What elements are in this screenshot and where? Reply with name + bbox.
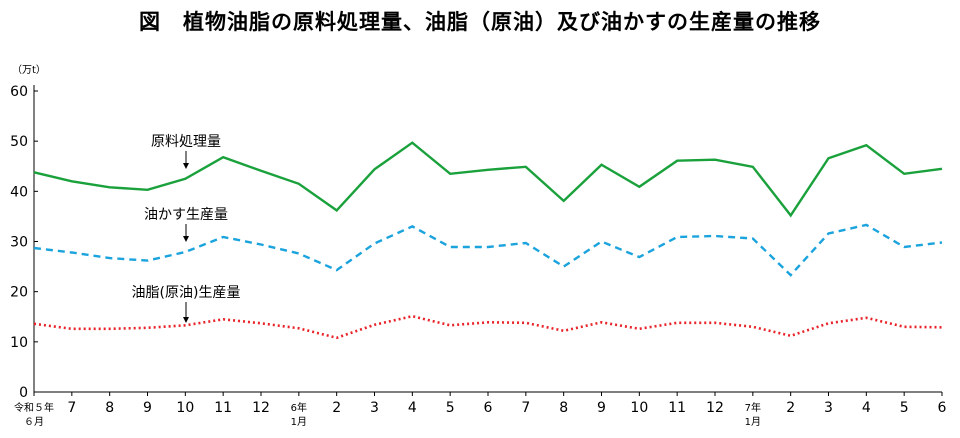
y-tick-label: 60 [10, 84, 28, 100]
y-tick-label: 20 [10, 285, 28, 301]
x-tick-label: 6 [484, 400, 493, 416]
y-tick-label: 50 [10, 134, 28, 150]
y-tick-label: 30 [10, 235, 28, 251]
x-tick-label: 11 [214, 400, 232, 416]
x-tick-label: 10 [176, 400, 194, 416]
series-line-0 [33, 141, 943, 218]
x-tick-label: 6年 [291, 401, 307, 414]
x-tick-label: 12 [706, 400, 724, 416]
x-tick-label: 9 [597, 400, 606, 416]
x-tick-label: 11 [668, 400, 686, 416]
x-tick-label: 2 [332, 400, 341, 416]
x-tick-label-sub: ６月 [24, 416, 44, 428]
x-tick-label: 7年 [745, 401, 761, 414]
x-tick-label: 3 [824, 400, 833, 416]
y-tick-label: 0 [19, 385, 28, 401]
series-line-2 [33, 314, 943, 340]
x-tick-label: 2 [786, 400, 795, 416]
series-label-arrowhead-0 [183, 163, 189, 169]
axes: 0 10 20 30 40 50 60 （万t） 令和５年 ６月 7 8 9 10 11 12 6年 1月 2 3 4 5… [10, 64, 946, 428]
x-tick-label: 7 [521, 400, 530, 416]
y-tick-label: 40 [10, 184, 28, 200]
series-label-arrowhead-1 [183, 236, 189, 242]
x-tick-label: 9 [143, 400, 152, 416]
x-tick-label: 5 [446, 400, 455, 416]
x-tick-label: 5 [900, 400, 909, 416]
series-label-arrowhead-2 [183, 317, 189, 323]
y-tick-label: 10 [10, 335, 28, 351]
x-tick-label: 8 [105, 400, 114, 416]
x-tick-label: 4 [862, 400, 871, 416]
x-tick-label: 7 [67, 400, 76, 416]
x-tick-label: 12 [252, 400, 270, 416]
series-label-2: 油脂(原油)生産量 [132, 285, 241, 301]
x-tick-label: 8 [559, 400, 568, 416]
series-label-0: 原料処理量 [151, 134, 221, 150]
series-line-1 [33, 223, 943, 277]
x-tick-label-sub: 1月 [291, 416, 307, 428]
x-tick-label: 3 [370, 400, 379, 416]
y-axis-unit-label: （万t） [12, 64, 46, 76]
x-tick-label-sub: 1月 [745, 416, 761, 428]
x-tick-label: 6 [938, 400, 947, 416]
series-label-1: 油かす生産量 [144, 207, 228, 223]
x-tick-label: 10 [630, 400, 648, 416]
series-layer [33, 141, 943, 340]
x-tick-label: 4 [408, 400, 417, 416]
x-tick-label: 令和５年 [14, 401, 54, 414]
chart-title: 図 植物油脂の原料処理量、油脂（原油）及び油かすの生産量の推移 [139, 10, 821, 34]
